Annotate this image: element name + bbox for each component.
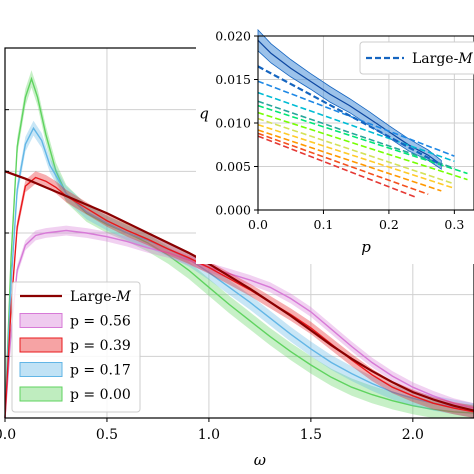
main-series-line [4,76,474,419]
inset-series [257,28,468,198]
inset-legend-label-italic: M [457,51,473,67]
main-legend-swatch [19,362,63,377]
inset-y-tick-label: 0.020 [215,29,251,44]
inset-y-tick-label: 0.000 [215,203,251,218]
inset-y-tick-label: 0.010 [215,116,251,131]
inset-series-line [257,80,455,157]
inset-series-line [257,132,429,196]
main-x-axis-label: ω [254,451,266,469]
main-x-tick-label: 1.5 [300,427,322,443]
main-legend-label: p = 0.56 [70,314,131,330]
inset-y-tick-label: 0.005 [215,159,251,174]
inset-y-tick-label: 0.015 [215,72,251,87]
main-legend-label: p = 0.00 [70,387,131,403]
inset-series-line [257,135,416,198]
main-series-band [5,171,474,418]
inset-series-line [257,104,468,175]
inset-series-line [257,111,468,181]
main-legend-label: Large-M [70,289,131,305]
inset-ticks: 0.0 0.1 0.2 0.3 0.000 0.005 0.010 0.015 0.020 [215,29,464,233]
inset-y-axis-label: q [199,105,209,123]
main-legend-swatch [19,313,63,328]
inset-series-line [257,123,455,190]
inset-legend: Large-M [359,41,474,75]
inset-series-line [257,65,442,166]
main-legend-box [11,281,141,413]
inset-series-line [257,117,455,185]
main-ticks: 0.0 0.5 1.0 1.5 2.0 [0,47,424,443]
inset-x-tick-label: 0.2 [379,217,399,232]
inset-x-tick-label: 0.1 [314,217,334,232]
main-series-line [4,170,474,412]
main-x-tick-label: 0.5 [96,427,118,443]
inset-legend-label: Large-M [412,51,473,67]
main-x-tick-label: 1.0 [198,427,220,443]
main-legend-swatch [19,337,63,353]
inset-series-line [257,129,442,192]
main-legend-label-italic: M [115,289,131,305]
main-legend-label: p = 0.39 [70,338,131,354]
main-series-line [4,126,474,419]
main-legend: Large-M p = 0.56 p = 0.39 p = 0.17 p = 0.00 [11,281,141,413]
main-legend-swatch [19,386,63,402]
inset-series-line [257,91,455,163]
inset-x-tick-label: 0.3 [444,217,464,232]
main-legend-label: p = 0.17 [70,363,131,379]
inset-x-axis-label: p [361,238,371,256]
inset-series-line [257,100,455,169]
inset-legend-box [359,41,474,75]
main-x-tick-label: 0.0 [0,427,16,443]
inset-x-tick-label: 0.0 [248,217,268,232]
main-x-tick-label: 2.0 [402,427,424,443]
